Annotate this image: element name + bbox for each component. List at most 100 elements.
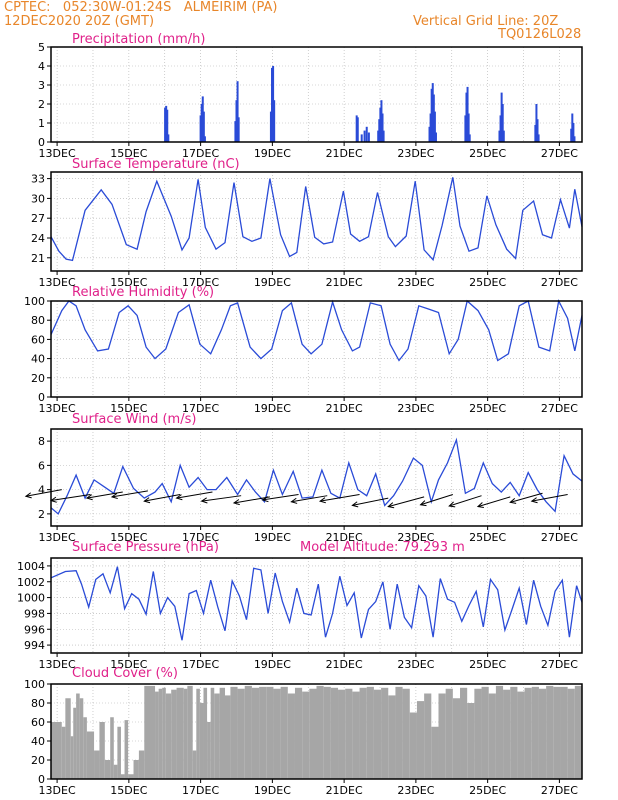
cloud-bar [338,689,346,779]
cloud-bar [51,722,62,779]
cloud-bar [424,693,432,779]
precip-bar [166,109,169,142]
wind-arrow [86,491,123,499]
wind-arrow [201,495,242,502]
cloud-bar [144,685,156,779]
wind-arrow-head [448,501,456,508]
precip-bar [236,81,239,142]
rh-ytick-label: 60 [31,333,45,346]
cloud-bar [171,689,177,779]
wind-arrow-head [351,501,359,508]
wind-arrow-head [419,500,427,507]
wind-arrow-head [509,498,517,504]
grid-line-note: Vertical Grid Line: 20Z [413,14,559,29]
precip-bar [380,100,383,142]
cloud-bar [124,720,129,779]
cloud-bar [409,712,417,779]
cloud-bar [323,686,331,779]
precip-ytick-label: 1 [38,117,45,130]
cloud-xtick-label: 23DEC [397,784,434,797]
precip-bar [272,66,275,142]
precip-ytick-label: 5 [38,41,45,54]
cloud-bar [352,691,360,779]
rh-ytick-label: 80 [31,314,45,327]
cloud-bar [138,750,145,779]
cloud-bar [210,687,215,779]
wind-title: Surface Wind (m/s) [72,412,196,427]
precip-bar [501,104,504,142]
temp-ytick-label: 33 [31,173,45,186]
precip-bar [499,115,502,142]
temp-ytick-label: 24 [31,232,45,245]
press-ytick-label: 1000 [17,592,45,605]
cloud-xtick-label: 15DEC [110,784,147,797]
cloud-ytick-label: 0 [38,773,45,786]
rh-ytick-label: 20 [31,372,45,385]
cloud-bar [61,726,66,779]
wind-arrow [262,493,299,501]
precip-bar [433,111,436,142]
precip-bar [466,86,469,142]
precip-bar [465,92,468,142]
wind-xtick-label: 17DEC [182,531,219,544]
rh-xtick-label: 27DEC [541,402,578,415]
precip-xtick-label: 17DEC [182,147,219,160]
cloud-xtick-label: 25DEC [469,784,506,797]
station-header: CPTEC: 052:30W-01:24S ALMEIRIM (PA) [4,0,278,15]
wind-xtick-label: 15DEC [110,531,147,544]
precip-ytick-label: 3 [38,79,45,92]
wind-arrow-head [200,497,208,504]
precip-bar [434,132,437,142]
cloud-xtick-label: 27DEC [541,784,578,797]
wind-arrow [25,489,62,497]
precip-bar [378,119,381,142]
cloud-xtick-label: 21DEC [326,784,363,797]
precip-bar [273,100,276,142]
precip-xtick-label: 13DEC [39,147,76,160]
cloud-bar [199,703,204,779]
cloud-bar [452,698,461,779]
wind-arrow-head [387,502,395,509]
precip-ytick-label: 4 [38,60,45,73]
cloud-bar [230,686,238,779]
cloud-ytick-label: 80 [31,697,45,710]
precip-bar [201,96,204,142]
precip-bar [498,130,501,142]
cloud-bar [183,688,188,779]
press-ytick-label: 996 [24,623,45,636]
precip-bar [381,113,384,142]
wind-arrow-head [261,496,269,503]
rh-series-line [50,298,583,362]
cloud-bar [316,685,324,779]
cloud-xtick-label: 19DEC [254,784,291,797]
precip-bar [382,130,385,142]
wind-arrow-head [476,502,484,509]
temp-ytick-label: 30 [31,192,45,205]
precip-bar [377,130,380,142]
precip-bar [571,113,574,142]
cloud-bar [187,685,193,779]
precip-xtick-label: 23DEC [397,147,434,160]
wind-arrow-head [232,499,240,506]
press-xtick-label: 13DEC [39,658,76,671]
cloud-bar [510,686,518,779]
precip-bar [431,83,434,142]
precip-bar [468,134,471,142]
precip-bar [360,134,363,142]
wind-arrow [291,495,328,503]
cloud-bar [76,693,80,779]
cloud-bar [203,687,208,779]
precip-bar [536,119,539,142]
cloud-bar [117,726,121,779]
cloud-bar [225,695,231,779]
cloud-bar [567,688,575,779]
precip-bar [235,100,238,142]
precip-xtick-label: 27DEC [541,147,578,160]
cloud-ytick-label: 40 [31,735,45,748]
rh-xtick-label: 13DEC [39,402,76,415]
cloud-bar [244,685,252,779]
cloud-bar [366,686,374,779]
press-xtick-label: 27DEC [541,658,578,671]
precip-bar [379,107,382,142]
cloud-ytick-label: 60 [31,716,45,729]
